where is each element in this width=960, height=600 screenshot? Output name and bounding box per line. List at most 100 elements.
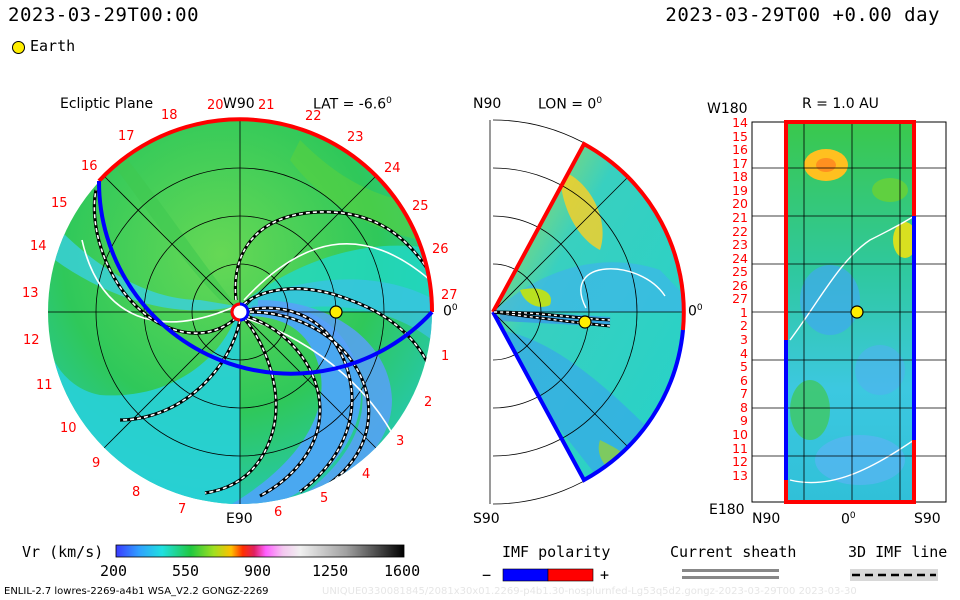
radial-x-tick: S90: [914, 511, 941, 527]
carrington-label: 20: [207, 98, 224, 113]
radial-x-tick: N90: [752, 511, 781, 527]
carrington-label: 1: [441, 349, 450, 364]
radial-y-tick: 3: [740, 332, 748, 347]
radial-y-tick: 4: [740, 345, 748, 361]
polarity-negative-swatch: [502, 568, 549, 582]
carrington-label: 17: [118, 129, 135, 144]
radial-y-tick: 23: [732, 237, 748, 253]
carrington-label: 8: [132, 485, 141, 500]
time-label-right: 2023-03-29T00 +0.00 day: [665, 4, 940, 26]
earth-marker-ecliptic: [329, 305, 343, 319]
radial-y-tick: 8: [740, 399, 748, 415]
carrington-label: 23: [347, 130, 364, 145]
colorbar-tick: 200: [100, 562, 128, 580]
ecliptic-bottom-label: E90: [226, 511, 253, 527]
carrington-label: 3: [396, 434, 405, 449]
radial-y-tick: 25: [732, 264, 748, 280]
carrington-label: 12: [23, 333, 40, 348]
carrington-label: 11: [36, 378, 53, 393]
radial-y-tick: 10: [732, 426, 748, 442]
ecliptic-rim-positive: [97, 117, 435, 313]
colorbar-tick: 900: [244, 562, 272, 580]
ecliptic-rim-negative: [96, 180, 434, 376]
imf-lines: [92, 189, 432, 498]
radial-top-left-label: W180: [707, 101, 748, 117]
polarity-plus-label: +: [600, 566, 610, 584]
carrington-label: 2: [424, 395, 433, 410]
radial-y-tick: 2: [740, 318, 748, 334]
radial-title: R = 1.0 AU: [802, 96, 879, 112]
radial-y-tick: 15: [732, 128, 748, 144]
carrington-label: 5: [320, 491, 329, 506]
vr-colorbar: [115, 544, 405, 558]
polarity-minus-label: −: [482, 566, 492, 584]
meridional-plane-plot: [489, 119, 686, 505]
meridional-right-label: 00: [688, 303, 703, 320]
radial-bottom-left-label: E180: [709, 502, 745, 518]
meridional-bottom-label: S90: [473, 511, 500, 527]
radial-y-tick: 16: [732, 142, 748, 158]
carrington-label: 10: [60, 421, 77, 436]
carrington-label: 7: [178, 502, 187, 517]
radial-y-tick: 19: [732, 182, 748, 198]
ecliptic-top-label: W90: [223, 96, 255, 112]
colorbar-tick: 1250: [312, 562, 349, 580]
ecliptic-lat-label: LAT = -6.60: [313, 96, 392, 113]
imf-polarity-label: IMF polarity: [502, 543, 611, 561]
carrington-label: 9: [92, 456, 101, 471]
carrington-label: 22: [305, 109, 322, 124]
carrington-label: 21: [258, 98, 275, 113]
radial-x-tick: 00: [841, 511, 856, 528]
radial-y-tick: 11: [732, 440, 748, 456]
meridional-top-label: N90: [473, 96, 502, 112]
radial-y-tick: 1: [740, 304, 748, 320]
colorbar-label: Vr (km/s): [22, 543, 104, 561]
colorbar-tick: 1600: [384, 562, 421, 580]
carrington-label: 25: [412, 199, 429, 214]
carrington-label: 13: [22, 286, 39, 301]
run-id-footer: UNIQUE0330081845/2081x30x01.2269-p4b1.30…: [322, 586, 857, 597]
radial-map-plot: [751, 120, 947, 504]
carrington-label: 6: [274, 505, 283, 520]
earth-legend-icon: [12, 41, 25, 54]
model-footer: ENLIL-2.7 lowres-2269-a4b1 WSA_V2.2 GONG…: [4, 586, 269, 597]
earth-marker-radial: [850, 305, 864, 319]
carrington-label: 26: [432, 242, 449, 257]
ecliptic-title: Ecliptic Plane: [60, 96, 154, 112]
radial-y-ticks: 14 15 16 17 18 19 20 21 22 23 24 25 26 2…: [726, 116, 748, 482]
ecliptic-plane-plot: [48, 117, 435, 504]
current-sheath-swatch: [682, 569, 779, 572]
radial-y-tick: 17: [732, 155, 748, 171]
carrington-label: 16: [81, 159, 98, 174]
radial-y-tick: 26: [732, 277, 748, 293]
radial-y-tick: 18: [732, 169, 748, 185]
radial-y-tick: 21: [732, 209, 748, 225]
radial-y-tick: 12: [732, 454, 748, 470]
polarity-positive-swatch: [547, 568, 594, 582]
radial-y-tick: 24: [732, 250, 748, 266]
earth-legend-label: Earth: [30, 37, 76, 55]
radial-y-tick: 14: [732, 115, 748, 130]
radial-y-tick: 22: [732, 223, 748, 239]
current-sheath-label: Current sheath: [670, 543, 797, 561]
carrington-label: 24: [384, 161, 401, 176]
earth-marker-meridional: [578, 315, 592, 329]
radial-y-tick: 5: [740, 359, 748, 375]
colorbar-tick: 550: [172, 562, 200, 580]
carrington-label: 18: [161, 108, 178, 123]
meridional-lon-label: LON = 00: [538, 96, 603, 113]
radial-y-tick: 6: [740, 372, 748, 388]
radial-y-tick: 7: [740, 386, 748, 402]
carrington-label: 27: [441, 288, 458, 303]
imf-line-label: 3D IMF line: [848, 543, 948, 561]
radial-y-tick: 27: [732, 291, 748, 307]
radial-y-tick: 9: [740, 413, 748, 429]
carrington-label: 15: [51, 196, 68, 211]
carrington-label: 4: [362, 467, 371, 482]
carrington-label: 14: [30, 239, 47, 254]
radial-y-tick: 20: [732, 196, 748, 212]
time-label-left: 2023-03-29T00:00: [8, 4, 200, 26]
ecliptic-right-label: 00: [443, 303, 458, 320]
radial-y-tick: 13: [732, 467, 748, 483]
